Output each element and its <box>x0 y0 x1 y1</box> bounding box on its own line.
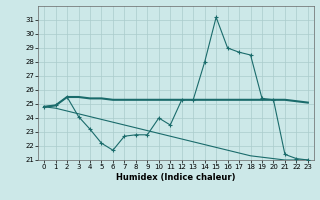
X-axis label: Humidex (Indice chaleur): Humidex (Indice chaleur) <box>116 173 236 182</box>
